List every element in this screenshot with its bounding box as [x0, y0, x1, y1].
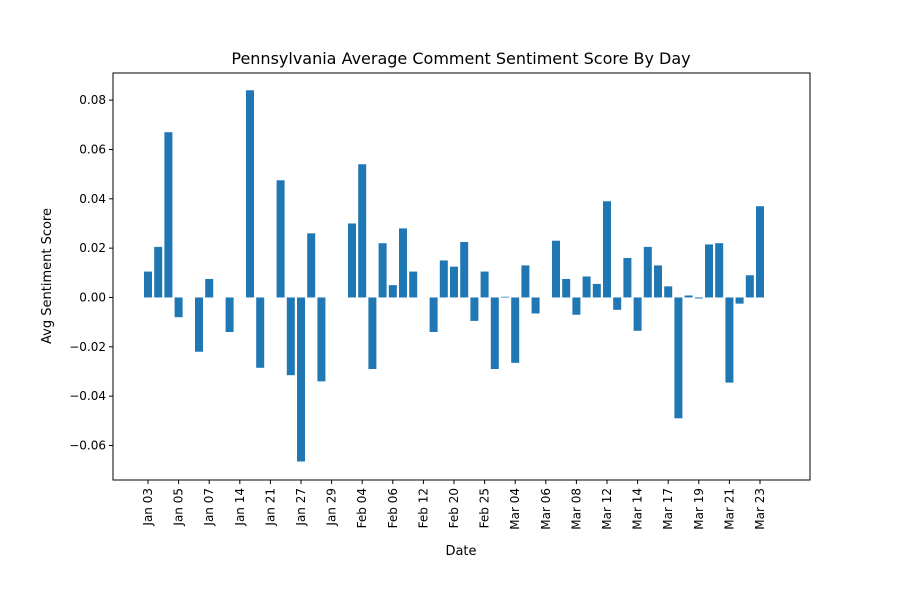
y-tick-label: 0.00: [79, 290, 106, 304]
x-tick-label: Feb 20: [447, 488, 461, 528]
bar: [664, 286, 673, 298]
x-tick-label: Mar 17: [661, 488, 675, 530]
bar: [501, 296, 509, 298]
x-tick-label: Jan 29: [325, 488, 339, 527]
bar: [286, 297, 295, 376]
bar: [623, 258, 632, 298]
y-axis: −0.06 −0.04 −0.02 0.00 0.02 0.04 0.06 0.08: [69, 93, 113, 452]
x-tick-label: Feb 06: [386, 488, 400, 528]
bar: [715, 243, 724, 298]
bar: [276, 180, 285, 298]
bar: [317, 297, 326, 382]
bar: [297, 297, 305, 462]
x-tick-label: Jan 03: [141, 488, 155, 527]
bar: [470, 297, 479, 321]
bar: [613, 297, 622, 310]
x-tick-label: Mar 04: [508, 488, 522, 530]
bar: [429, 297, 438, 332]
bar: [164, 132, 173, 298]
bar: [582, 276, 591, 298]
x-tick-label: Mar 06: [539, 488, 553, 530]
bar: [592, 283, 601, 298]
bar: [735, 297, 744, 304]
y-tick-label: −0.04: [69, 389, 106, 403]
bar: [480, 271, 489, 298]
bar: [174, 297, 183, 318]
bar: [195, 297, 203, 352]
bar: [460, 241, 469, 298]
bar: [225, 297, 234, 332]
x-tick-label: Jan 14: [233, 488, 247, 527]
x-tick-label: Mar 12: [600, 488, 614, 530]
x-tick-label: Feb 04: [355, 488, 369, 528]
bar: [388, 285, 397, 298]
bar: [246, 90, 254, 298]
bar: [552, 240, 560, 298]
bar: [674, 297, 683, 419]
y-tick-label: 0.08: [79, 93, 106, 107]
bar: [511, 297, 520, 363]
bar: [756, 206, 764, 298]
y-tick-label: 0.02: [79, 241, 106, 255]
bar: [378, 243, 387, 298]
x-tick-label: Mar 23: [753, 488, 767, 530]
bar: [643, 246, 652, 298]
y-tick-label: 0.04: [79, 192, 106, 206]
bar: [562, 278, 571, 298]
bar: [705, 244, 713, 298]
x-tick-label: Jan 07: [202, 488, 216, 527]
y-axis-title: Avg Sentiment Score: [40, 208, 55, 344]
bars-group: [144, 90, 764, 462]
bar: [205, 278, 214, 298]
bar: [154, 246, 163, 298]
bar: [144, 271, 152, 298]
x-tick-label: Jan 05: [172, 488, 186, 527]
bar: [439, 260, 448, 298]
x-tick-label: Feb 25: [478, 488, 492, 528]
x-tick-label: Mar 19: [692, 488, 706, 530]
y-tick-label: −0.02: [69, 340, 106, 354]
bar: [654, 265, 662, 298]
bar: [531, 297, 540, 314]
y-tick-label: 0.06: [79, 142, 106, 156]
bar: [450, 266, 458, 298]
x-axis-title: Date: [445, 544, 476, 559]
bar: [603, 201, 611, 298]
bar: [307, 233, 316, 298]
bar: [399, 228, 407, 298]
bar: [368, 297, 377, 369]
bar: [745, 275, 754, 298]
y-tick-label: −0.06: [69, 438, 106, 452]
x-tick-label: Feb 12: [416, 488, 430, 528]
chart-title: Pennsylvania Average Comment Sentiment S…: [231, 49, 690, 68]
plot-area-frame: [112, 72, 811, 481]
x-tick-label: Jan 21: [263, 488, 277, 527]
bar: [684, 295, 693, 298]
x-tick-label: Mar 14: [631, 488, 645, 530]
bar: [633, 297, 642, 331]
x-axis: Jan 03 Jan 05 Jan 07 Jan 14 Jan 21 Jan 27 Jan …: [141, 480, 767, 530]
bar: [348, 223, 356, 298]
bar: [725, 297, 734, 383]
bar: [409, 271, 418, 298]
bar: [256, 297, 265, 368]
x-tick-label: Jan 27: [294, 488, 308, 527]
bar: [358, 164, 367, 298]
bar: [490, 297, 499, 369]
x-tick-label: Mar 08: [569, 488, 583, 530]
bar: [521, 265, 530, 298]
bar: [694, 297, 703, 299]
x-tick-label: Mar 21: [722, 488, 736, 530]
bar: [572, 297, 581, 315]
